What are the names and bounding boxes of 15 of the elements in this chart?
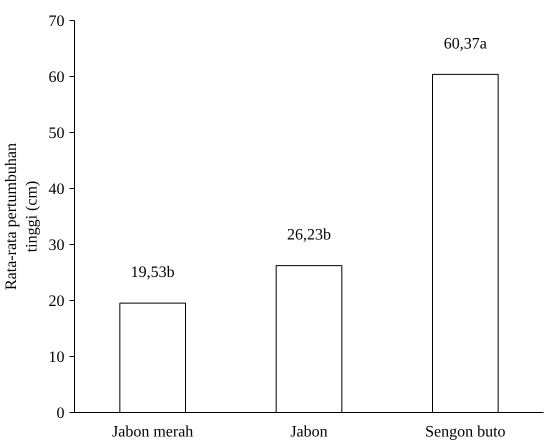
- x-tick-label: Sengon buto: [425, 424, 506, 440]
- y-tick-label: 20: [48, 293, 64, 310]
- y-tick-label: 40: [48, 181, 64, 198]
- y-tick-label: 10: [48, 349, 64, 366]
- data-label: 19,53b: [130, 264, 175, 282]
- data-label: 26,23b: [287, 226, 331, 244]
- y-tick-label: 70: [48, 13, 64, 30]
- y-axis-title: Rata-rata pertumbuhan tinggi (cm): [3, 142, 40, 290]
- y-tick-label: 60: [48, 69, 64, 86]
- x-tick-label: Jabon merah: [112, 424, 194, 440]
- data-label: 60,37a: [444, 35, 487, 52]
- x-tick-label: Jabon: [290, 424, 328, 440]
- y-tick-label: 50: [48, 125, 64, 142]
- y-tick-label: 0: [56, 405, 64, 422]
- y-tick-label: 30: [48, 237, 64, 254]
